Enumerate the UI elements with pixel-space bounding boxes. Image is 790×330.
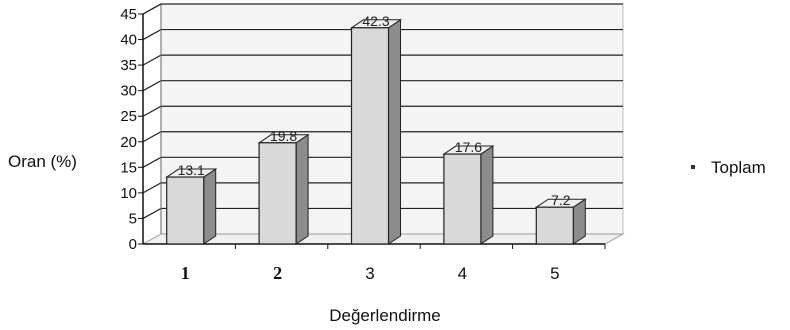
y-axis-title: Oran (%)	[8, 152, 77, 171]
legend: Toplam	[691, 158, 766, 177]
y-tick-label: 45	[120, 6, 137, 23]
bar-front	[350, 27, 390, 245]
x-tick-labels: 1 2 3 4 5	[181, 263, 560, 283]
bar-side	[388, 18, 401, 245]
data-label: 17.6	[455, 139, 482, 155]
y-tick-label: 30	[120, 83, 137, 100]
data-label: 13.1	[178, 162, 205, 178]
y-tick-labels: 0 5 10 15 20 25 30 35 40 45	[120, 6, 137, 253]
y-tick-label: 25	[120, 108, 137, 125]
bar-side	[480, 145, 494, 245]
bar-front	[443, 153, 482, 245]
x-tick-label: 1	[181, 263, 190, 283]
x-axis-title: Değerlendirme	[329, 306, 441, 325]
x-tick-label: 4	[458, 264, 467, 283]
axis-corner	[142, 3, 162, 15]
legend-marker	[691, 165, 695, 169]
x-tick-label: 3	[365, 264, 374, 283]
y-tick-label: 5	[129, 210, 137, 227]
legend-label: Toplam	[711, 158, 766, 177]
bar-side	[295, 133, 309, 245]
data-label: 19.8	[270, 128, 297, 144]
bar-side	[203, 168, 217, 245]
x-tick-label: 5	[550, 264, 559, 283]
x-tick-label: 2	[273, 263, 282, 283]
bar-1: 13.1	[165, 162, 236, 249]
bars: 13.1 19.8 42.3 17.6 7.2	[165, 13, 606, 249]
bar-2: 19.8	[257, 128, 329, 249]
y-tick-label: 0	[129, 236, 137, 253]
y-tick-label: 20	[120, 134, 137, 151]
bar-front	[166, 176, 205, 245]
bar-3: 42.3	[349, 13, 421, 249]
y-tick-label: 15	[120, 159, 137, 176]
y-tick-label: 35	[120, 57, 137, 74]
y-tick-label: 10	[120, 185, 137, 202]
bar-4: 17.6	[442, 139, 514, 249]
bar-front	[535, 206, 574, 245]
data-label: 42.3	[362, 13, 389, 29]
data-label: 7.2	[551, 192, 571, 208]
bar-front	[258, 142, 297, 245]
bar-5: 7.2	[534, 192, 606, 249]
y-tick-label: 40	[120, 32, 137, 49]
